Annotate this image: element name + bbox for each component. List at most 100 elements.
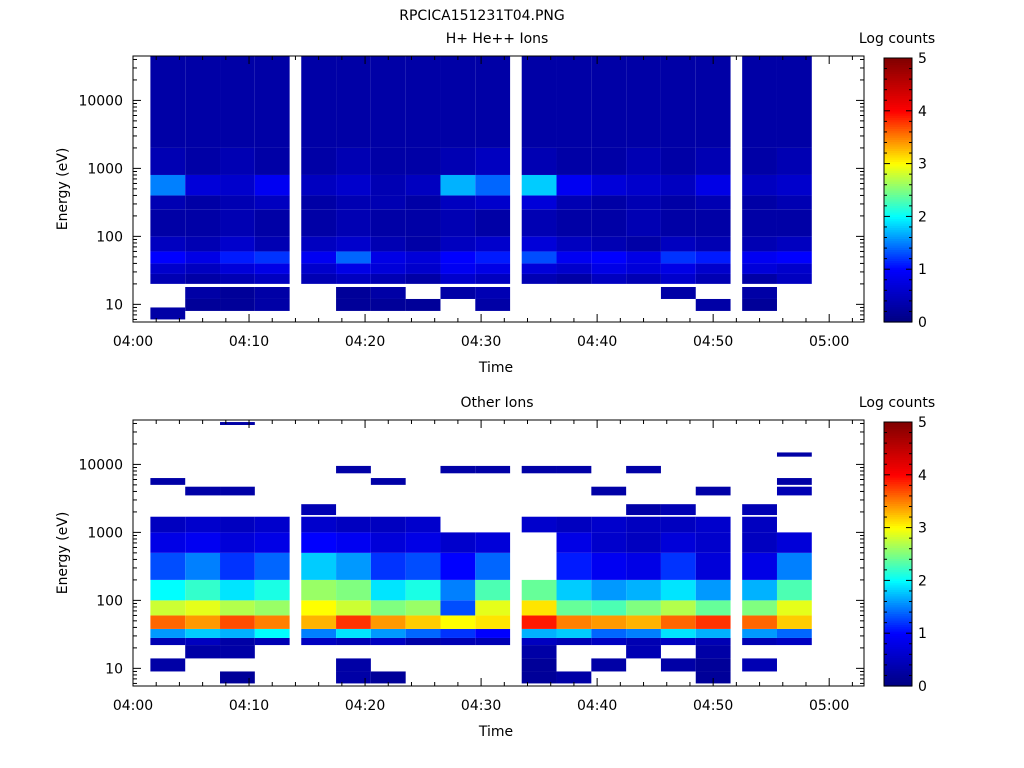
colorbar-swatch bbox=[884, 661, 912, 665]
heatmap-cell bbox=[742, 174, 777, 196]
heatmap-cell bbox=[370, 263, 406, 274]
heatmap-cell bbox=[521, 251, 557, 264]
heatmap-cell bbox=[254, 174, 290, 196]
heatmap-cell bbox=[370, 287, 406, 299]
colorbar-swatch bbox=[884, 240, 912, 244]
heatmap-cell bbox=[776, 486, 812, 496]
heatmap-cell bbox=[475, 465, 511, 474]
heatmap-cell bbox=[591, 600, 627, 616]
heatmap-cell bbox=[591, 637, 627, 646]
heatmap-cell bbox=[742, 147, 777, 175]
heatmap-cell bbox=[440, 273, 476, 284]
heatmap-cell bbox=[185, 174, 221, 196]
heatmap-cell bbox=[660, 174, 696, 196]
heatmap-cell bbox=[475, 174, 511, 196]
heatmap-cell bbox=[776, 600, 812, 616]
heatmap-cell bbox=[254, 195, 290, 210]
colorbar-swatch bbox=[884, 212, 912, 215]
colorbar-swatch bbox=[884, 613, 912, 617]
colorbar-swatch bbox=[884, 216, 912, 220]
heatmap-cell bbox=[591, 273, 627, 284]
heatmap-cell bbox=[185, 579, 221, 601]
panel-2-title: Other Ions bbox=[460, 395, 533, 411]
heatmap-cell bbox=[556, 251, 592, 264]
heatmap-cell bbox=[301, 615, 337, 629]
heatmap-cell bbox=[370, 298, 406, 311]
heatmap-cell bbox=[556, 552, 592, 580]
heatmap-cell bbox=[254, 579, 290, 601]
colorbar-swatch bbox=[884, 589, 912, 592]
heatmap-cell bbox=[254, 637, 290, 646]
heatmap-cell bbox=[405, 273, 441, 284]
heatmap-cell bbox=[591, 516, 627, 533]
colorbar-tick-label: 0 bbox=[918, 315, 927, 331]
colorbar-swatch bbox=[884, 190, 912, 193]
colorbar-swatch bbox=[884, 295, 912, 299]
heatmap-cell bbox=[626, 615, 661, 629]
y-tick-label: 10 bbox=[105, 297, 123, 313]
panel-2-colorbar-label: Log counts bbox=[859, 395, 935, 411]
heatmap-cell bbox=[556, 273, 592, 284]
heatmap-cell bbox=[742, 251, 777, 264]
heatmap-cell bbox=[695, 628, 731, 638]
colorbar-swatch bbox=[884, 472, 912, 476]
colorbar-swatch bbox=[884, 209, 912, 213]
heatmap-cell bbox=[660, 56, 696, 148]
colorbar-swatch bbox=[884, 595, 912, 599]
colorbar-swatch bbox=[884, 99, 912, 103]
heatmap-cell bbox=[220, 263, 255, 274]
heatmap-cell bbox=[440, 174, 476, 196]
heatmap-cell bbox=[660, 516, 696, 533]
heatmap-cell bbox=[301, 147, 337, 175]
heatmap-cell bbox=[660, 615, 696, 629]
heatmap-cell bbox=[301, 209, 337, 237]
heatmap-cell bbox=[695, 579, 731, 601]
heatmap-cell bbox=[440, 465, 476, 474]
heatmap-cell bbox=[185, 298, 221, 311]
heatmap-cell bbox=[254, 600, 290, 616]
heatmap-cell bbox=[220, 600, 255, 616]
colorbar-swatch bbox=[884, 503, 912, 507]
colorbar-swatch bbox=[884, 562, 912, 566]
heatmap-cell bbox=[336, 209, 371, 237]
heatmap-cell bbox=[185, 236, 221, 252]
heatmap-cell bbox=[150, 658, 186, 672]
heatmap-cell bbox=[185, 532, 221, 553]
colorbar-swatch bbox=[884, 163, 912, 167]
heatmap-cell bbox=[475, 236, 511, 252]
colorbar-swatch bbox=[884, 102, 912, 105]
heatmap-cell bbox=[660, 251, 696, 264]
heatmap-cell bbox=[695, 532, 731, 553]
heatmap-cell bbox=[742, 209, 777, 237]
heatmap-cell bbox=[695, 174, 731, 196]
heatmap-cell bbox=[660, 637, 696, 646]
heatmap-cell bbox=[220, 671, 255, 684]
heatmap-cell bbox=[220, 273, 255, 284]
colorbar-swatch bbox=[884, 152, 912, 156]
colorbar-swatch bbox=[884, 269, 912, 272]
colorbar-swatch bbox=[884, 110, 912, 114]
heatmap-cell bbox=[405, 56, 441, 148]
colorbar-swatch bbox=[884, 273, 912, 277]
heatmap-cell bbox=[776, 263, 812, 274]
colorbar-swatch bbox=[884, 271, 912, 275]
colorbar-swatch bbox=[884, 631, 912, 634]
colorbar-swatch bbox=[884, 457, 912, 460]
colorbar-swatch bbox=[884, 242, 912, 246]
heatmap-cell bbox=[405, 298, 441, 311]
colorbar-swatch bbox=[884, 488, 912, 491]
heatmap-cell bbox=[776, 615, 812, 629]
x-tick-label: 04:40 bbox=[577, 334, 617, 350]
heatmap-cell bbox=[440, 579, 476, 601]
heatmap-cell bbox=[405, 236, 441, 252]
heatmap-cell bbox=[521, 615, 557, 629]
heatmap-cell bbox=[695, 486, 731, 496]
colorbar-swatch bbox=[884, 527, 912, 531]
colorbar-swatch bbox=[884, 653, 912, 656]
colorbar-swatch bbox=[884, 435, 912, 438]
heatmap-cell bbox=[301, 516, 337, 533]
colorbar-swatch bbox=[884, 646, 912, 650]
colorbar-swatch bbox=[884, 62, 912, 66]
heatmap-cell bbox=[521, 209, 557, 237]
